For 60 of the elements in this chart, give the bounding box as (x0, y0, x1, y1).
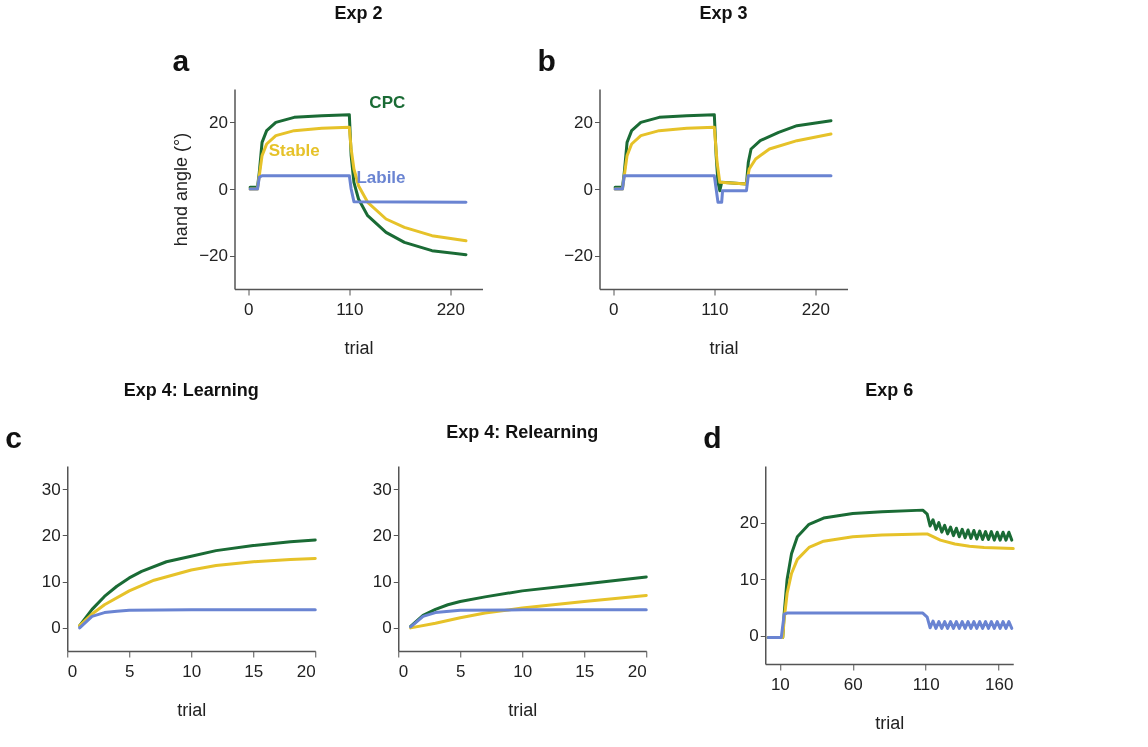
line-series (78, 608, 317, 630)
y-tick-label: −20 (199, 246, 228, 266)
x-tick-label: 220 (801, 299, 831, 319)
line-series (78, 557, 317, 628)
x-tick-label: 15 (244, 661, 264, 681)
x-tick-label: 0 (244, 299, 254, 319)
y-tick-label: 10 (372, 572, 392, 592)
y-tick-label: 0 (218, 179, 228, 199)
x-tick-label: 0 (609, 299, 619, 319)
x-tick-label: 10 (513, 661, 533, 681)
x-tick-label: 5 (456, 661, 466, 681)
x-tick-label: 220 (436, 299, 466, 319)
text: d (703, 421, 722, 454)
y-axis-title: hand angle (°) (171, 132, 192, 247)
line-series (766, 611, 1014, 639)
x-tick-label: 20 (296, 661, 316, 681)
text: b (537, 44, 556, 77)
chart-title: Exp 3 (699, 3, 748, 23)
y-tick-label: 20 (209, 112, 228, 132)
y-tick-label: 30 (372, 479, 392, 499)
y-tick-label: 10 (41, 572, 61, 592)
x-tick-label: 0 (67, 661, 78, 681)
chart-title: Exp 4: Learning (123, 380, 259, 400)
y-tick-label: 0 (51, 618, 61, 638)
x-tick-label: 10 (770, 674, 790, 694)
chart-title: Exp 6 (865, 380, 914, 400)
y-tick-label: 0 (583, 179, 593, 199)
x-tick-label: 5 (125, 661, 135, 681)
line-series (613, 174, 833, 204)
text: c (5, 421, 22, 454)
x-tick-label: 110 (701, 299, 729, 319)
y-tick-label: 0 (382, 618, 392, 638)
x-axis-title: trial (177, 699, 207, 720)
chart-title: Exp 4: Relearning (446, 422, 599, 442)
x-tick-label: 160 (984, 674, 1014, 694)
y-tick-label: 20 (372, 525, 392, 545)
x-tick-label: 60 (843, 674, 863, 694)
x-tick-label: 10 (182, 661, 202, 681)
y-tick-label: 20 (574, 112, 593, 132)
y-tick-label: 20 (739, 513, 759, 533)
text: a (172, 44, 190, 77)
x-axis-title: trial (709, 337, 739, 358)
y-tick-label: 0 (749, 626, 759, 646)
series-label: CPC (369, 92, 406, 112)
x-tick-label: 110 (912, 674, 940, 694)
y-tick-label: −20 (564, 246, 593, 266)
line-series (409, 608, 648, 629)
series-label: Stable (268, 140, 320, 160)
chart-title: Exp 2 (334, 3, 383, 23)
x-tick-label: 20 (627, 661, 647, 681)
y-tick-label: 20 (41, 525, 61, 545)
x-axis-title: trial (344, 337, 374, 358)
x-axis-title: trial (508, 699, 538, 720)
y-tick-label: 10 (739, 569, 759, 589)
x-axis-title: trial (875, 712, 905, 733)
x-tick-label: 110 (336, 299, 364, 319)
series-label: Labile (356, 168, 406, 188)
x-tick-label: 0 (398, 661, 409, 681)
y-tick-label: 30 (41, 479, 61, 499)
x-tick-label: 15 (575, 661, 595, 681)
